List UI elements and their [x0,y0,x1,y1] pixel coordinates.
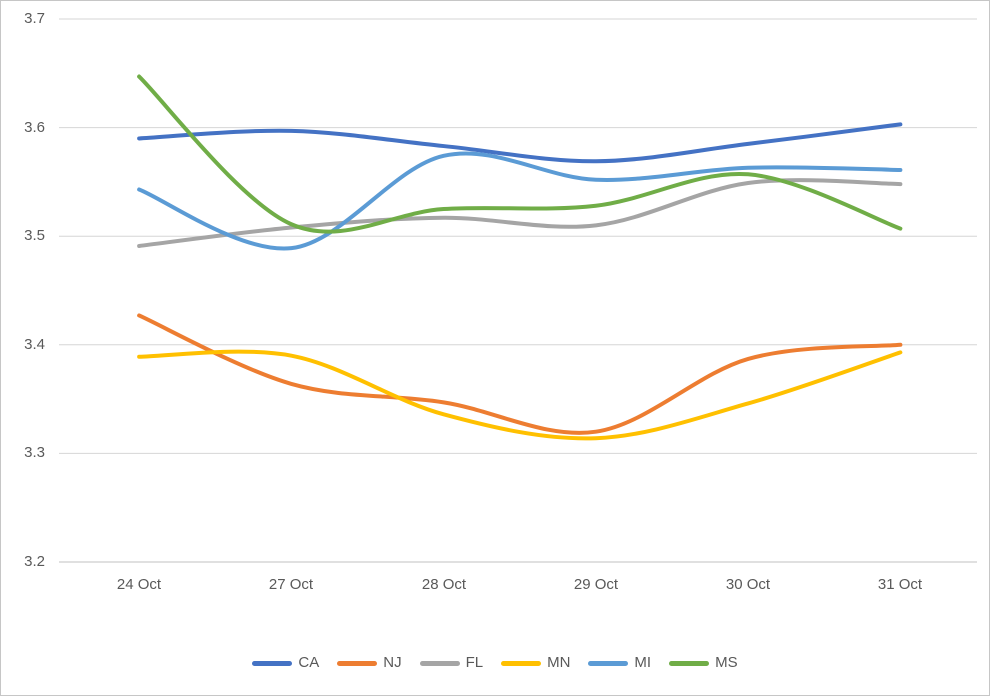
series-line-ms [137,74,903,234]
series-line-ca [137,122,903,164]
legend: CA NJ FL MN MI MS [1,653,989,673]
y-axis-tick-label: 3.2 [24,553,45,570]
legend-item-nj: NJ [337,653,402,673]
y-axis-tick-label: 3.3 [24,444,45,461]
legend-swatch-mn [501,660,542,666]
y-axis-tick-label: 3.7 [24,10,45,27]
x-axis-tick-label: 28 Oct [421,576,467,593]
x-axis-tick-label: 27 Oct [268,576,314,593]
legend-item-mi: MI [588,653,651,673]
x-axis-tick-label: 31 Oct [877,576,923,593]
legend-item-ms: MS [669,653,738,673]
legend-label: MN [547,654,571,671]
y-axis-tick-label: 3.5 [24,227,45,244]
legend-swatch-ms [669,660,710,666]
x-axis-tick-label: 30 Oct [725,576,771,593]
x-axis-tick-label: 29 Oct [573,576,619,593]
legend-swatch-fl [419,660,460,666]
legend-item-ca: CA [252,653,319,673]
series-line-mn [137,349,903,441]
legend-label: CA [298,654,320,671]
legend-label: NJ [383,654,402,671]
x-axis-tick-label: 24 Oct [116,576,162,593]
legend-swatch-nj [337,660,378,666]
legend-label: MI [634,654,652,671]
series-line-nj [137,313,903,435]
legend-item-mn: MN [501,653,570,673]
series-line-mi [137,151,903,251]
legend-label: MS [715,654,738,671]
legend-item-fl: FL [419,653,484,673]
legend-swatch-ca [252,660,293,666]
y-axis-tick-label: 3.6 [24,119,45,136]
series-line-fl [137,178,903,248]
legend-label: FL [465,654,484,671]
legend-swatch-mi [588,660,629,666]
y-axis-tick-label: 3.4 [24,336,45,353]
